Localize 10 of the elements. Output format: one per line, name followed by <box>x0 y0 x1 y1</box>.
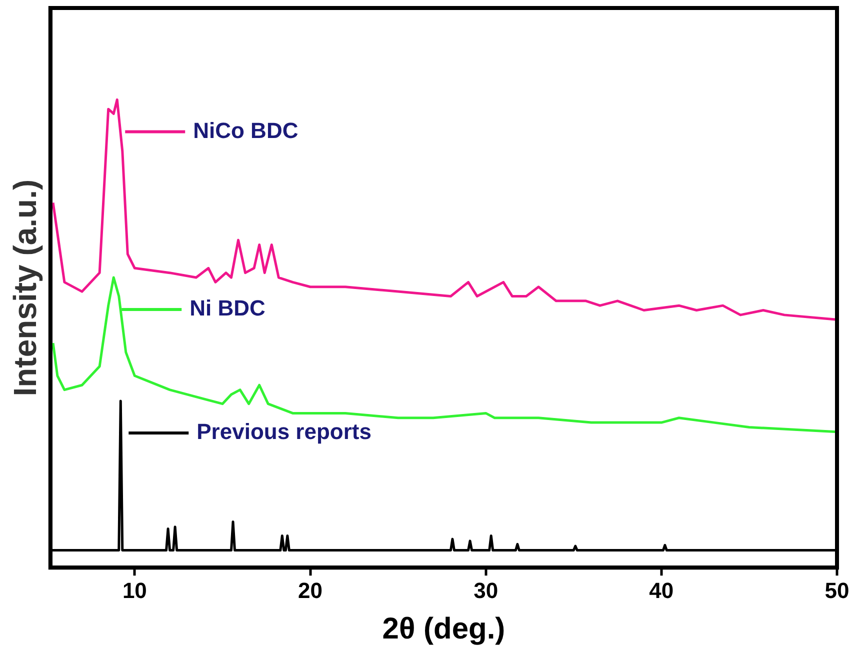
legend-label: Ni BDC <box>190 296 266 321</box>
x-tick-label: 20 <box>298 578 322 603</box>
y-axis-title: Intensity (a.u.) <box>7 179 44 396</box>
legend-label: Previous reports <box>196 419 372 444</box>
x-tick-label: 10 <box>122 578 147 603</box>
x-tick-label: 40 <box>649 578 674 603</box>
x-tick-label: 30 <box>474 578 498 603</box>
x-tick-label: 50 <box>824 578 850 603</box>
x-axis-title: 2θ (deg.) <box>382 612 506 646</box>
legend-label: NiCo BDC <box>193 118 298 143</box>
